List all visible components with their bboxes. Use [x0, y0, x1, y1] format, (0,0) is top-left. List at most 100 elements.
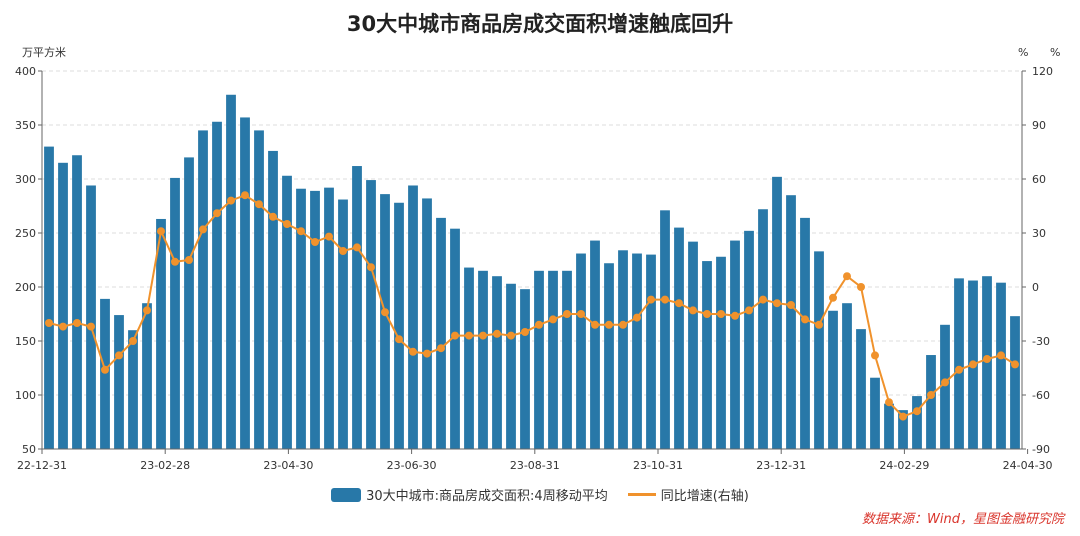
bar-30	[464, 267, 474, 449]
right-tick-label-1: -60	[1032, 389, 1050, 402]
yoy-point-13	[227, 196, 235, 205]
left-axis-unit: 万平方米	[22, 45, 66, 59]
yoy-point-30	[465, 331, 473, 340]
yoy-point-47	[703, 310, 711, 318]
yoy-point-25	[395, 335, 403, 344]
left-tick-label-1: 100	[15, 389, 36, 402]
source-note: 数据来源：Wind，星图金融研究院	[862, 512, 1064, 527]
bar-34	[520, 289, 530, 449]
yoy-point-44	[661, 295, 669, 304]
yoy-point-68	[997, 351, 1005, 360]
right-tick-label-4: 30	[1032, 227, 1046, 240]
yoy-point-28	[437, 344, 445, 353]
yoy-point-56	[829, 293, 837, 302]
yoy-point-21	[339, 247, 347, 255]
right-tick-label-2: -30	[1032, 335, 1050, 348]
yoy-point-39	[591, 320, 599, 329]
yoy-point-35	[535, 320, 543, 329]
yoy-point-16	[269, 212, 277, 221]
yoy-point-7	[143, 306, 151, 315]
yoy-point-10	[185, 256, 193, 264]
bar-37	[562, 270, 572, 449]
bar-59	[870, 377, 880, 449]
legend-swatch-line	[627, 493, 656, 496]
bar-57	[842, 303, 852, 449]
legend-label-line: 同比增速(右轴)	[660, 489, 749, 504]
yoy-point-6	[129, 337, 137, 345]
bar-4	[100, 298, 110, 449]
bar-68	[996, 282, 1006, 449]
x-tick-label-4: 23-08-31	[510, 459, 560, 472]
legend-item-line[interactable]: 同比增速(右轴)	[627, 485, 749, 504]
yoy-point-40	[605, 320, 613, 329]
yoy-point-34	[521, 328, 529, 336]
x-tick-label-5: 23-10-31	[633, 459, 683, 472]
bar-6	[128, 330, 138, 449]
bar-31	[478, 270, 488, 449]
yoy-point-62	[913, 407, 921, 416]
bar-58	[856, 329, 866, 449]
bar-15	[254, 130, 264, 449]
bar-10	[184, 157, 194, 449]
bar-50	[744, 230, 754, 449]
yoy-point-55	[815, 320, 823, 329]
left-tick-label-6: 350	[15, 119, 36, 132]
bar-47	[702, 261, 712, 449]
yoy-point-15	[255, 200, 263, 209]
left-tick-label-0: 50	[22, 443, 36, 456]
bar-44	[660, 210, 670, 449]
yoy-point-19	[311, 238, 319, 246]
yoy-point-12	[213, 209, 221, 218]
yoy-point-49	[731, 311, 739, 320]
yoy-point-36	[549, 315, 557, 324]
x-tick-label-3: 23-06-30	[387, 459, 437, 472]
legend-item-bars[interactable]: 30大中城市:商品房成交面积:4周移动平均	[331, 485, 608, 504]
bar-7	[142, 303, 152, 449]
bar-18	[296, 188, 306, 449]
yoy-point-59	[871, 351, 879, 360]
yoy-point-1	[59, 322, 67, 331]
legend-label-bars: 30大中城市:商品房成交面积:4周移动平均	[366, 489, 608, 504]
bar-35	[534, 270, 544, 449]
bar-69	[1010, 316, 1020, 449]
bar-25	[394, 202, 404, 449]
left-tick-label-2: 150	[15, 335, 36, 348]
right-tick-label-6: 90	[1032, 119, 1046, 132]
right-tick-label-5: 60	[1032, 173, 1046, 186]
bar-12	[212, 121, 222, 449]
yoy-point-52	[773, 299, 781, 308]
bar-9	[170, 177, 180, 450]
right-tick-label-0: -90	[1032, 443, 1050, 456]
bar-0	[44, 146, 54, 449]
bar-61	[898, 410, 908, 449]
bar-20	[324, 187, 334, 449]
yoy-point-64	[941, 378, 949, 387]
yoy-point-0	[45, 319, 53, 327]
bar-24	[380, 194, 390, 449]
yoy-point-42	[633, 313, 641, 322]
bar-52	[772, 176, 782, 449]
yoy-point-60	[885, 398, 893, 407]
yoy-point-29	[451, 331, 459, 340]
bar-19	[310, 190, 320, 449]
bar-60	[884, 403, 894, 449]
bar-46	[688, 241, 698, 449]
x-tick-label-2: 23-04-30	[263, 459, 313, 472]
bar-39	[590, 240, 600, 449]
bar-40	[604, 263, 614, 449]
yoy-point-67	[983, 355, 991, 363]
bar-5	[114, 315, 124, 449]
yoy-point-69	[1011, 360, 1019, 369]
yoy-growth-line	[48, 194, 1016, 418]
yoy-point-32	[493, 329, 501, 338]
bar-56	[828, 310, 838, 449]
yoy-point-20	[325, 232, 333, 241]
bar-41	[618, 250, 628, 449]
bar-62	[912, 396, 922, 449]
bar-55	[814, 251, 824, 449]
yoy-point-50	[745, 306, 753, 315]
yoy-point-57	[843, 272, 851, 281]
x-tick-label-7: 24-02-29	[879, 459, 929, 472]
x-tick-label-0: 22-12-31	[17, 459, 67, 472]
yoy-point-8	[157, 227, 165, 236]
